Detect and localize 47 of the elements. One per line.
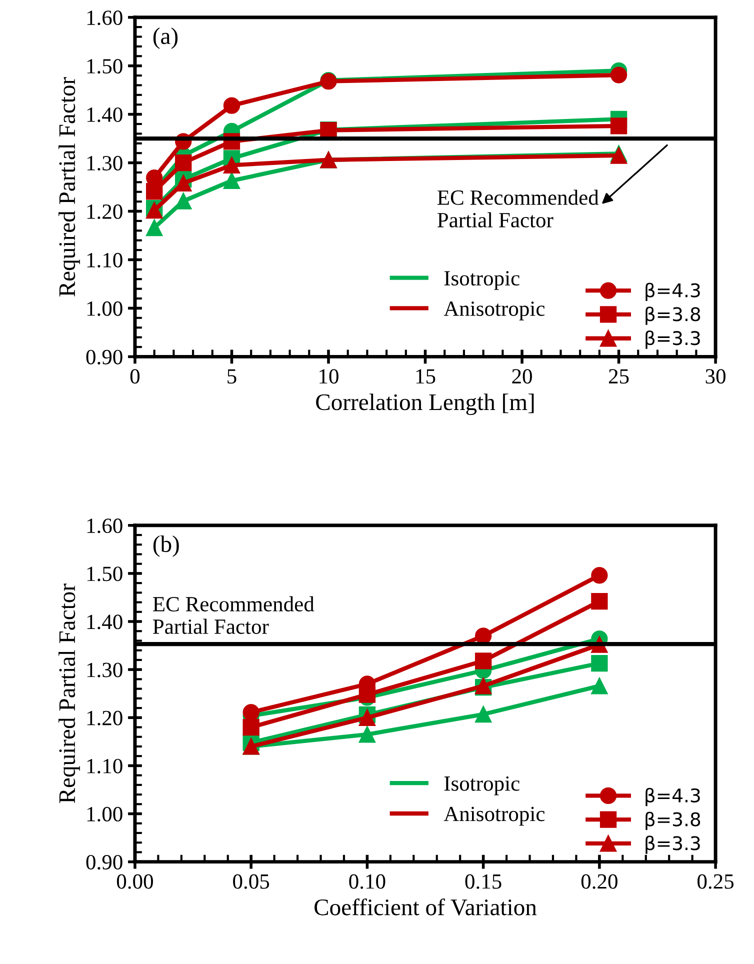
legend-label: β=3.3 [646,836,700,854]
y-tick-label: 1.50 [87,58,122,74]
x-tick-label: 15 [416,369,436,384]
y-tick-label: 1.10 [87,758,122,774]
x-axis-title: Correlation Length [m] [316,394,534,416]
x-tick-label: 0.05 [233,874,270,889]
x-tick-label: 0.10 [349,874,386,889]
x-tick-label: 20 [512,369,532,384]
annotation: (b) [153,535,179,557]
x-axis-title: Coefficient of Variation [314,898,537,916]
x-tick-label: 0.15 [465,874,502,889]
annotation: Anisotropic [444,302,545,320]
y-tick-label: 1.20 [87,710,122,726]
y-tick-label: 1.00 [87,806,122,822]
x-tick-label: 30 [706,369,726,384]
y-tick-label: 1.20 [87,204,122,220]
x-tick-label: 0.00 [116,874,153,889]
x-tick-label: 5 [228,369,236,384]
ref-line-label: EC Recommended Partial Factor [153,596,314,634]
y-tick-label: 1.50 [87,566,122,582]
y-tick-label: 1.00 [87,301,122,316]
x-tick-label: 0.25 [698,874,734,889]
legend-label: β=3.8 [646,812,700,830]
ref-line-label: EC Recommended Partial Factor [437,190,599,228]
x-tick-label: 25 [608,369,629,384]
legend-label: β=4.3 [646,282,700,302]
legend-label: β=3.8 [646,306,700,325]
x-tick-label: 0.20 [581,874,618,889]
annotation: (a) [153,28,178,49]
y-tick-label: 1.10 [87,252,122,268]
y-axis-title: Required Partial Factor [58,584,80,804]
y-tick-label: 1.60 [87,10,122,26]
x-tick-label: 10 [320,369,338,384]
y-tick-label: 1.60 [87,518,122,534]
legend-label: β=3.3 [646,330,700,349]
annotation: Isotropic [444,271,520,290]
y-tick-label: 0.90 [86,854,122,870]
legend-label: β=4.3 [646,788,700,806]
y-tick-label: 1.30 [87,662,122,678]
y-tick-label: 0.90 [86,350,122,364]
y-tick-label: 1.40 [87,614,122,630]
y-axis-title: Required Partial Factor [58,77,80,296]
annotation: Anisotropic [444,806,545,826]
y-tick-label: 1.40 [87,107,122,122]
annotation: Isotropic [444,776,520,796]
y-tick-label: 1.30 [87,156,122,171]
x-tick-label: 0 [130,369,140,384]
